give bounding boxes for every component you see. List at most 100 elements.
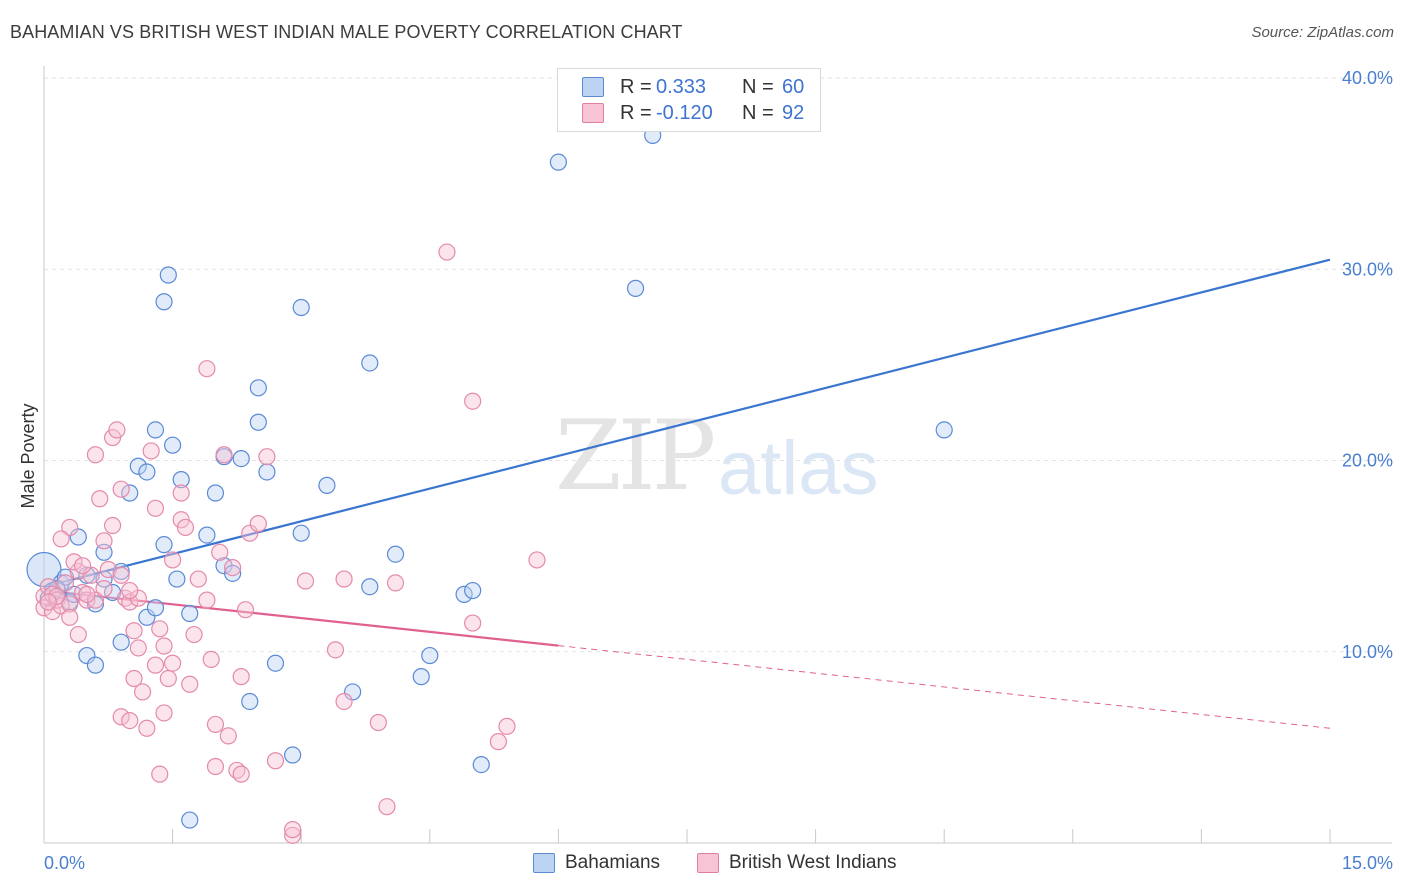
legend-item-bahamians: Bahamians (533, 852, 660, 874)
british-west-indian-point (232, 765, 250, 783)
british-west-indian-point (438, 243, 456, 261)
bahamian-point (78, 646, 96, 665)
british-west-indian-point (65, 553, 83, 571)
series-british-west-indians (35, 243, 546, 844)
blue-swatch-icon (582, 77, 604, 97)
british-west-indian-point (335, 570, 353, 588)
british-west-indian-point (464, 392, 482, 410)
british-west-indian-point (164, 654, 182, 672)
bahamian-point (181, 811, 199, 829)
bahamian-point (232, 449, 250, 468)
british-west-indian-point (378, 798, 396, 816)
trend-lines (43, 258, 1331, 729)
british-west-indian-point (69, 625, 87, 644)
british-west-indian-point (369, 713, 387, 732)
british-west-indian-point (142, 442, 160, 460)
bahamian-point (155, 293, 173, 311)
bahamian-point (549, 153, 568, 171)
y-tick-label: 20.0% (1342, 451, 1393, 471)
british-west-indian-point (155, 704, 173, 722)
watermark-atlas: atlas (718, 426, 879, 511)
british-west-indian-point (202, 650, 220, 669)
british-west-indian-point (185, 625, 203, 644)
y-axis-label: Male Poverty (18, 403, 38, 508)
british-west-indian-point (198, 360, 216, 378)
british-west-indian-point (159, 669, 177, 688)
legend-label: British West Indians (729, 852, 897, 873)
legend-n-label: N = (742, 75, 774, 98)
british-west-indian-point (78, 585, 96, 603)
british-west-indian-point (176, 518, 195, 537)
bahamian-point (121, 484, 139, 502)
british-west-indian-point (125, 622, 143, 640)
series-bahamians (26, 126, 953, 829)
british-west-indian-point (61, 595, 79, 613)
bahamian-point (159, 266, 177, 284)
bahamian-point (206, 484, 225, 502)
bahamian-point (172, 471, 190, 489)
data-points (26, 126, 953, 844)
legend-row-british-west-indians: R = -0.120 N = 92 (582, 101, 804, 125)
bahamian-point (112, 633, 130, 651)
british-west-indian-point (224, 558, 242, 577)
bahamian-point (318, 476, 336, 494)
british-west-indian-point (121, 581, 139, 600)
bahamian-point (224, 564, 242, 582)
legend-r-label: R = (620, 101, 652, 124)
british-west-indian-trend-line (43, 589, 559, 647)
bahamian-point (138, 463, 156, 481)
bahamian-point (146, 421, 165, 439)
legend-n-value: 92 (782, 101, 805, 124)
british-west-indian-point (284, 821, 302, 839)
bahamian-point (935, 421, 953, 439)
bahamian-point (292, 298, 310, 317)
british-west-indian-point (95, 532, 113, 550)
british-west-indian-point (296, 572, 315, 590)
bahamian-point (168, 570, 186, 588)
bahamian-point (69, 528, 87, 546)
british-west-indian-point (112, 480, 130, 498)
bahamian-point (112, 562, 130, 581)
legend-r-value: 0.333 (656, 75, 707, 98)
bahamian-point (164, 436, 182, 454)
bahamian-point (421, 646, 439, 665)
british-west-indian-point (326, 641, 345, 659)
british-west-indian-point (108, 421, 126, 439)
british-west-indian-point (335, 692, 353, 711)
british-west-indian-point (236, 601, 255, 619)
british-west-indian-point (386, 574, 405, 592)
british-west-indian-point (498, 717, 516, 735)
british-west-indian-point (164, 551, 182, 569)
british-west-indian-point (189, 570, 207, 588)
bahamian-point (86, 595, 105, 613)
legend-r-value: -0.120 (656, 101, 713, 124)
bahamian-trend-line (43, 258, 1331, 588)
british-west-indian-point (61, 518, 79, 537)
bahamian-point (386, 545, 405, 563)
x-tick-label: 0.0% (44, 853, 85, 873)
british-west-indian-point (206, 715, 225, 734)
bahamian-point (129, 457, 147, 475)
bahamian-point (249, 413, 267, 431)
british-west-indian-point (82, 566, 100, 584)
bahamian-point (284, 746, 302, 764)
british-west-indian-point (151, 620, 169, 638)
bahamian-point (26, 551, 62, 588)
bahamian-point (626, 279, 645, 297)
bahamian-point (138, 608, 156, 626)
legend-item-british-west-indians: British West Indians (697, 852, 897, 874)
british-west-indian-point (95, 580, 113, 598)
british-west-indian-point (211, 543, 229, 561)
bahamian-point (412, 668, 430, 686)
watermark-zip: ZIP (555, 400, 716, 512)
british-west-indian-point (52, 530, 70, 548)
british-west-indian-point (61, 608, 79, 626)
legend-n-label: N = (742, 101, 774, 124)
british-west-indian-point (215, 446, 233, 464)
british-west-indian-point (91, 490, 109, 508)
bahamian-point (344, 683, 362, 701)
british-west-indian-point (232, 668, 250, 686)
y-tick-label: 30.0% (1342, 259, 1393, 279)
legend-n-value: 60 (782, 75, 805, 98)
british-west-indian-point (241, 524, 259, 542)
